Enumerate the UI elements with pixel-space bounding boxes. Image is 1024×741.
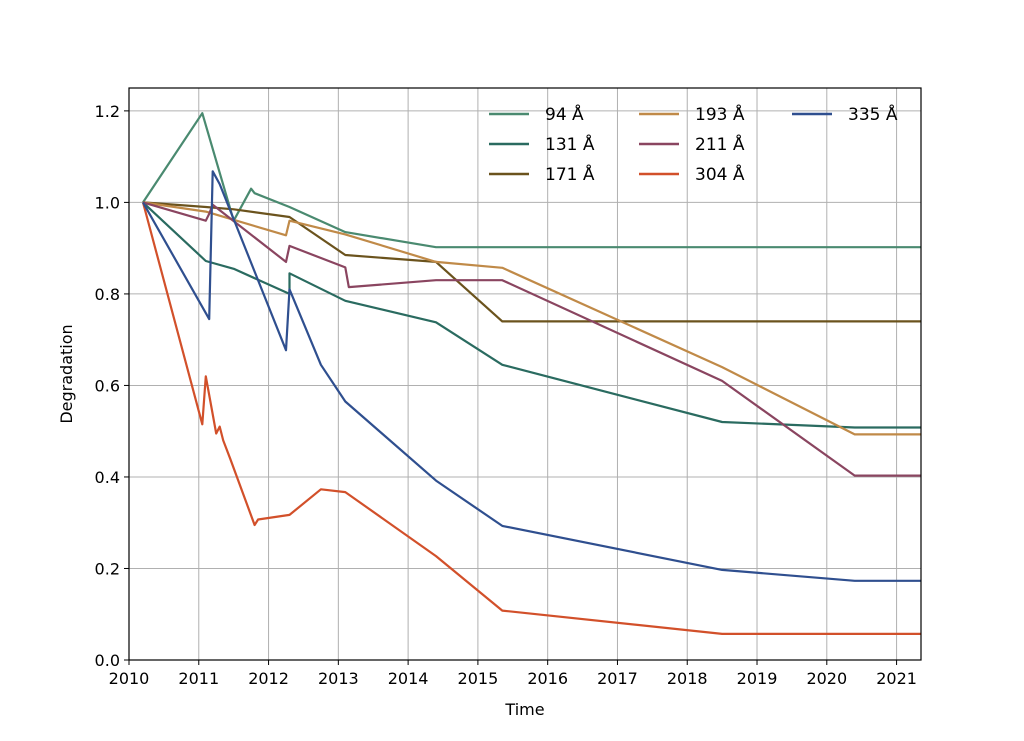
y-axis-label: Degradation — [57, 324, 76, 423]
y-tick-label: 0.4 — [95, 468, 120, 487]
y-tick-label: 1.2 — [95, 102, 120, 121]
legend-item: 211 Å — [639, 133, 745, 155]
x-tick-label: 2016 — [527, 669, 568, 688]
x-tick-label: 2018 — [667, 669, 708, 688]
series-line-131 — [142, 201, 921, 429]
legend-label: 304 Å — [695, 163, 745, 185]
series-line-171 — [142, 201, 921, 323]
axis-ticks: 2010 2011 2012 2013 2014 2015 2016 2017 2018 2019… — [95, 102, 917, 688]
x-tick-label: 2021 — [876, 669, 917, 688]
legend-item: 131 Å — [489, 133, 595, 155]
y-tick-label: 0.0 — [95, 651, 120, 670]
x-tick-label: 2020 — [806, 669, 847, 688]
x-tick-label: 2017 — [597, 669, 638, 688]
legend-label: 193 Å — [695, 103, 745, 125]
legend-item: 171 Å — [489, 163, 595, 185]
y-tick-label: 1.0 — [95, 193, 120, 212]
x-tick-label: 2010 — [109, 669, 150, 688]
legend-item: 304 Å — [639, 163, 745, 185]
series-line-94 — [142, 112, 921, 249]
y-tick-label: 0.8 — [95, 285, 120, 304]
x-tick-label: 2012 — [248, 669, 289, 688]
legend-label: 335 Å — [848, 103, 898, 125]
x-tick-label: 2011 — [178, 669, 219, 688]
x-tick-label: 2013 — [318, 669, 359, 688]
series-line-304 — [141, 202, 921, 636]
legend-label: 211 Å — [695, 133, 745, 155]
x-tick-label: 2015 — [458, 669, 499, 688]
legend-label: 171 Å — [545, 163, 595, 185]
legend-item: 335 Å — [792, 103, 898, 125]
legend-item: 193 Å — [639, 103, 745, 125]
series-line-335 — [142, 170, 921, 582]
legend: 94 Å 131 Å 171 Å 193 Å 211 Å 304 Å 335 Å — [489, 103, 898, 185]
x-tick-label: 2014 — [388, 669, 429, 688]
y-tick-label: 0.2 — [95, 559, 120, 578]
series-line-193 — [142, 201, 921, 436]
plot-frame — [128, 87, 922, 661]
x-tick-label: 2019 — [737, 669, 778, 688]
x-axis-label: Time — [504, 700, 544, 719]
legend-item: 94 Å — [489, 103, 584, 125]
series-line-211 — [142, 201, 921, 477]
y-tick-label: 0.6 — [95, 376, 120, 395]
legend-label: 94 Å — [545, 103, 584, 125]
legend-label: 131 Å — [545, 133, 595, 155]
series-lines — [141, 112, 921, 636]
